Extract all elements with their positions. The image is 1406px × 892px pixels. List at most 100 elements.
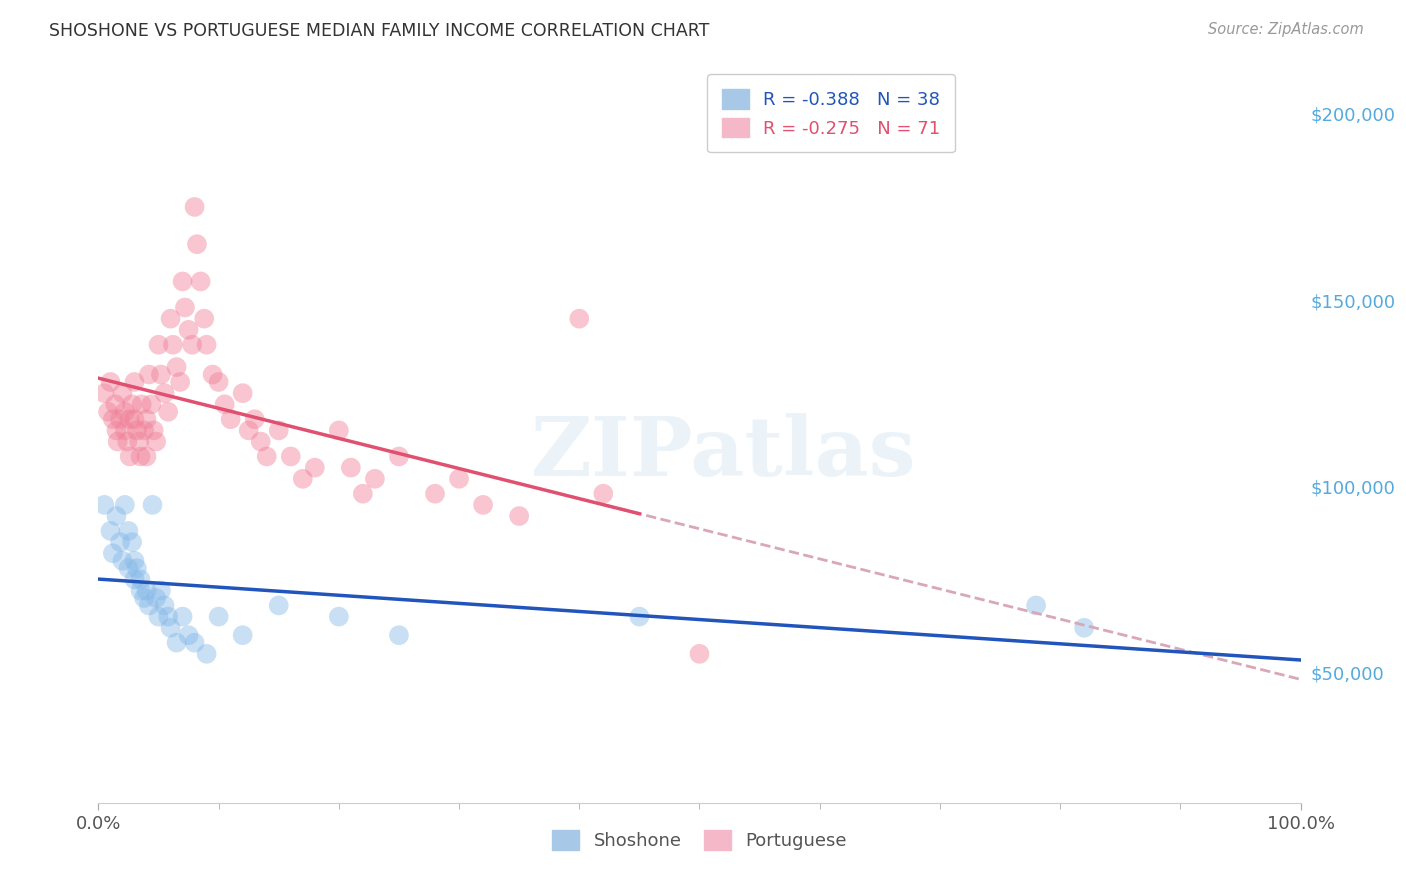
Point bbox=[280, 450, 302, 464]
Point bbox=[214, 397, 236, 411]
Point bbox=[101, 546, 124, 560]
Point bbox=[132, 424, 155, 438]
Point bbox=[592, 486, 614, 500]
Point bbox=[340, 460, 363, 475]
Point bbox=[174, 301, 197, 315]
Point bbox=[304, 460, 326, 475]
Point bbox=[117, 434, 139, 449]
Point bbox=[149, 368, 172, 382]
Point bbox=[388, 450, 411, 464]
Point bbox=[124, 573, 146, 587]
Point bbox=[93, 386, 115, 401]
Point bbox=[141, 397, 163, 411]
Point bbox=[243, 412, 266, 426]
Point bbox=[100, 524, 122, 538]
Point bbox=[142, 424, 165, 438]
Point bbox=[328, 609, 350, 624]
Point bbox=[177, 323, 200, 337]
Point bbox=[208, 375, 231, 389]
Point bbox=[201, 368, 224, 382]
Point bbox=[118, 450, 141, 464]
Point bbox=[129, 450, 152, 464]
Point bbox=[111, 554, 134, 568]
Point bbox=[256, 450, 278, 464]
Point bbox=[232, 386, 254, 401]
Point bbox=[153, 599, 176, 613]
Point bbox=[114, 405, 136, 419]
Point bbox=[172, 609, 194, 624]
Point bbox=[219, 412, 242, 426]
Point bbox=[177, 628, 200, 642]
Point bbox=[107, 434, 129, 449]
Point bbox=[162, 337, 184, 351]
Point bbox=[135, 450, 157, 464]
Legend: Shoshone, Portuguese: Shoshone, Portuguese bbox=[546, 822, 853, 857]
Point bbox=[125, 424, 148, 438]
Point bbox=[121, 535, 143, 549]
Point bbox=[104, 397, 127, 411]
Point bbox=[149, 583, 172, 598]
Point bbox=[148, 337, 170, 351]
Point bbox=[132, 591, 155, 605]
Point bbox=[472, 498, 495, 512]
Point bbox=[108, 412, 131, 426]
Text: Source: ZipAtlas.com: Source: ZipAtlas.com bbox=[1208, 22, 1364, 37]
Point bbox=[131, 397, 153, 411]
Point bbox=[352, 486, 374, 500]
Point bbox=[249, 434, 271, 449]
Point bbox=[117, 561, 139, 575]
Point bbox=[232, 628, 254, 642]
Point bbox=[267, 599, 290, 613]
Point bbox=[159, 311, 181, 326]
Point bbox=[100, 375, 122, 389]
Point bbox=[141, 498, 163, 512]
Point bbox=[568, 311, 591, 326]
Point bbox=[166, 635, 188, 649]
Point bbox=[117, 524, 139, 538]
Point bbox=[183, 635, 205, 649]
Point bbox=[138, 599, 160, 613]
Point bbox=[364, 472, 387, 486]
Point bbox=[129, 583, 152, 598]
Point bbox=[124, 412, 146, 426]
Point bbox=[688, 647, 710, 661]
Point bbox=[145, 434, 167, 449]
Point bbox=[628, 609, 651, 624]
Point bbox=[93, 498, 115, 512]
Point bbox=[101, 412, 124, 426]
Point bbox=[169, 375, 191, 389]
Point bbox=[181, 337, 204, 351]
Point bbox=[195, 337, 218, 351]
Point bbox=[129, 573, 152, 587]
Point bbox=[121, 397, 143, 411]
Point bbox=[183, 200, 205, 214]
Point bbox=[447, 472, 470, 486]
Point bbox=[118, 412, 141, 426]
Point bbox=[388, 628, 411, 642]
Point bbox=[166, 360, 188, 375]
Point bbox=[423, 486, 446, 500]
Point bbox=[114, 498, 136, 512]
Point bbox=[153, 386, 176, 401]
Point bbox=[124, 375, 146, 389]
Point bbox=[1025, 599, 1047, 613]
Point bbox=[97, 405, 120, 419]
Point bbox=[105, 509, 128, 524]
Point bbox=[145, 591, 167, 605]
Point bbox=[135, 412, 157, 426]
Point bbox=[1073, 621, 1095, 635]
Point bbox=[128, 434, 150, 449]
Point bbox=[108, 535, 131, 549]
Point bbox=[148, 609, 170, 624]
Point bbox=[111, 386, 134, 401]
Text: ZIPatlas: ZIPatlas bbox=[531, 413, 917, 492]
Point bbox=[105, 424, 128, 438]
Point bbox=[159, 621, 181, 635]
Point bbox=[328, 424, 350, 438]
Point bbox=[186, 237, 208, 252]
Point bbox=[114, 424, 136, 438]
Point bbox=[267, 424, 290, 438]
Point bbox=[238, 424, 260, 438]
Point bbox=[291, 472, 314, 486]
Point bbox=[172, 275, 194, 289]
